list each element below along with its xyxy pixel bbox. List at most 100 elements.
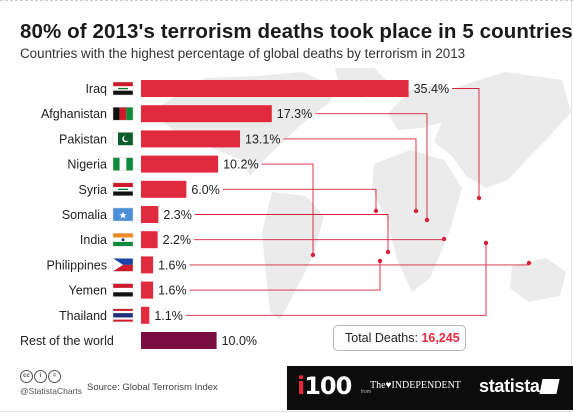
flag-emblem — [113, 258, 123, 272]
flag-border — [112, 157, 134, 171]
category-label-india: India — [80, 233, 107, 247]
bar-nigeria — [141, 155, 219, 173]
publisher-byline: from — [361, 389, 371, 395]
flag-part — [113, 82, 133, 87]
flag-border — [112, 258, 134, 272]
flag-emblem — [118, 188, 128, 191]
bar-yemen — [141, 281, 154, 299]
category-label-nigeria: Nigeria — [67, 158, 107, 172]
value-label-pakistan: 13.1% — [245, 132, 280, 146]
statista-handle[interactable]: @StatistaCharts — [20, 386, 83, 396]
flag-part — [113, 310, 133, 314]
value-label-india: 2.2% — [163, 233, 192, 247]
location-dot-philippines — [526, 260, 532, 266]
flag-icon-iraq — [112, 81, 134, 96]
flag-emblem — [118, 87, 128, 90]
flag-icon-afghanistan — [112, 106, 134, 121]
flag-border — [112, 182, 134, 197]
flag-part — [113, 317, 133, 320]
flag-part — [113, 107, 120, 121]
total-deaths-label: Total Deaths: — [345, 331, 418, 345]
flag-part — [126, 157, 133, 171]
bar-india — [141, 231, 158, 249]
bar-syria — [141, 180, 187, 198]
bar-rest-of-the-world — [141, 332, 217, 349]
bar-philippines — [141, 256, 154, 274]
flag-border — [112, 106, 134, 121]
location-dot-pakistan — [413, 208, 419, 214]
flag-part — [113, 308, 133, 311]
flag-border — [112, 132, 134, 146]
location-dot-thailand — [483, 240, 489, 246]
location-dot-iraq — [476, 195, 482, 201]
flag-part — [113, 182, 133, 188]
flag-border — [112, 207, 134, 222]
chart-subtitle: Countries with the highest percentage of… — [20, 46, 466, 61]
category-label-pakistan: Pakistan — [59, 132, 107, 146]
value-label-nigeria: 10.2% — [223, 158, 258, 172]
bar-afghanistan — [141, 105, 272, 123]
location-dot-somalia — [385, 249, 391, 255]
source-note: Source: Global Terrorism Index — [87, 382, 218, 393]
category-label-rest-of-the-world: Rest of the world — [20, 334, 114, 348]
connector-line-iraq — [452, 88, 480, 198]
divider — [0, 0, 573, 1]
flag-part — [113, 157, 120, 171]
i100-logo[interactable]: i100 — [297, 372, 352, 400]
connector-line-thailand — [185, 243, 487, 316]
flag-icon-syria — [112, 182, 134, 197]
flag-part — [113, 313, 133, 318]
category-label-somalia: Somalia — [62, 208, 107, 222]
statista-logo[interactable]: statista — [479, 376, 540, 396]
connector-line-philippines — [189, 263, 530, 266]
flag-border — [112, 81, 134, 96]
flag-part — [113, 283, 133, 288]
chart-title: 80% of 2013's terrorism deaths took plac… — [20, 20, 573, 43]
footer: cc i = @StatistaCharts Source: Global Te… — [0, 366, 573, 413]
location-dot-syria — [373, 208, 379, 214]
flag-part — [113, 292, 133, 297]
connector-line-yemen — [189, 261, 381, 291]
total-deaths-box: Total Deaths: 16,245 — [333, 325, 466, 351]
publisher-bar: i100 from The♥INDEPENDENT statista — [287, 366, 573, 410]
category-label-thailand: Thailand — [59, 309, 107, 323]
value-label-philippines: 1.6% — [158, 258, 187, 272]
flag-part — [126, 107, 133, 121]
statista-mark-icon — [539, 379, 560, 394]
flag-part — [113, 233, 133, 238]
flag-icon-yemen — [112, 283, 134, 297]
flag-part — [113, 241, 133, 247]
flag-border — [112, 232, 134, 247]
category-label-yemen: Yemen — [69, 284, 108, 298]
attribution-icon: i — [34, 370, 47, 383]
connector-line-pakistan — [283, 138, 417, 211]
value-label-iraq: 35.4% — [414, 82, 449, 96]
location-dot-india — [441, 236, 447, 242]
value-label-afghanistan: 17.3% — [277, 107, 312, 121]
bar-iraq — [141, 80, 409, 97]
flag-emblem — [119, 211, 127, 219]
value-label-yemen: 1.6% — [158, 284, 187, 298]
bar-pakistan — [141, 130, 241, 148]
flag-part — [113, 132, 118, 146]
category-label-philippines: Philippines — [47, 258, 107, 272]
value-label-syria: 6.0% — [191, 183, 220, 197]
flag-icon-nigeria — [112, 157, 134, 171]
map-asia — [434, 72, 571, 188]
independent-logo[interactable]: The♥INDEPENDENT — [370, 380, 461, 391]
flag-border — [112, 308, 134, 323]
world-map-background — [150, 68, 571, 320]
category-label-afghanistan: Afghanistan — [41, 107, 107, 121]
map-australia — [510, 258, 566, 302]
flag-part — [113, 258, 133, 265]
value-label-somalia: 2.3% — [163, 208, 192, 222]
bar-thailand — [141, 306, 150, 324]
value-label-thailand: 1.1% — [154, 309, 183, 323]
no-derivatives-icon: = — [48, 370, 61, 383]
flag-part — [119, 107, 127, 121]
category-label-iraq: Iraq — [85, 82, 107, 96]
flag-part — [113, 319, 133, 322]
license-icons: cc i = — [20, 370, 61, 383]
location-dot-nigeria — [310, 252, 316, 258]
flag-part — [113, 90, 133, 95]
